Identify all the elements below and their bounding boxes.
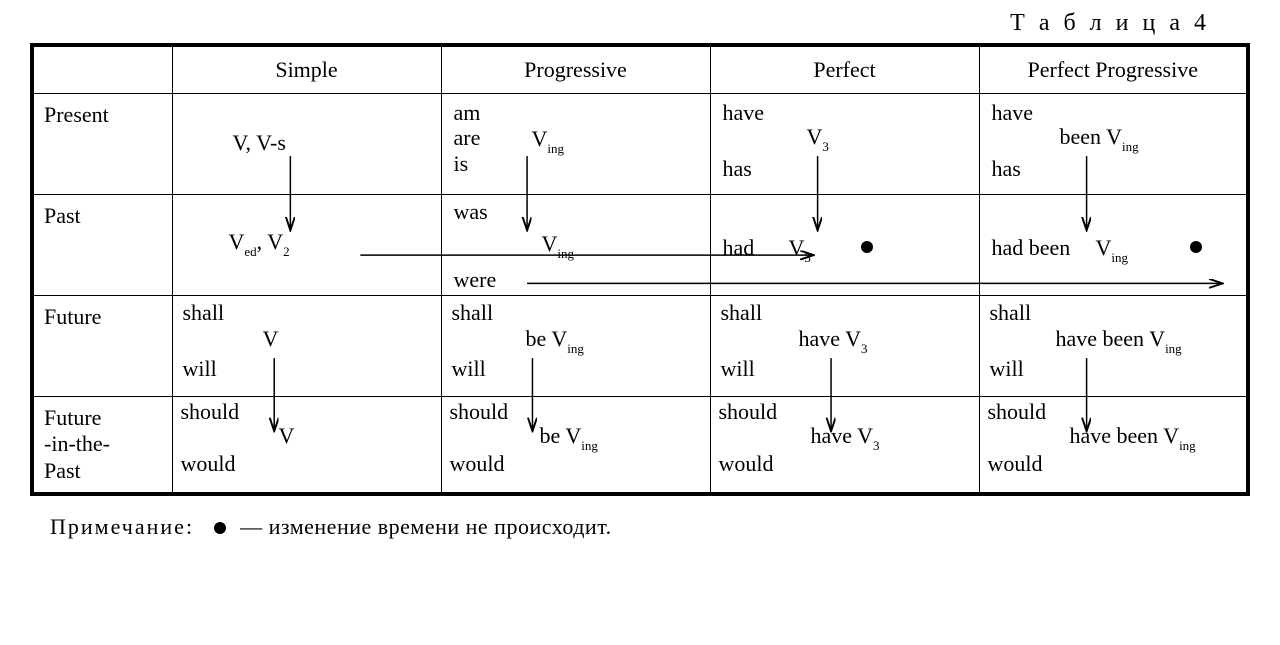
row-future: Future shall will V shall will be Ving s… (32, 296, 1248, 397)
aux: would (181, 451, 236, 476)
verb-form: V3 (789, 235, 811, 264)
aux: should (450, 399, 509, 424)
aux: has (992, 156, 1021, 181)
aux: had been (992, 235, 1071, 260)
aux: would (450, 451, 505, 476)
cell-present-simple: V, V-s (173, 94, 441, 194)
verb-form: Ving (532, 126, 565, 155)
row-present: Present V, V-s am are is Ving have has V… (32, 94, 1248, 195)
cell-present-perfprog: have has been Ving (980, 94, 1247, 194)
aux: will (183, 356, 217, 381)
header-row: Simple Progressive Perfect Perfect Progr… (32, 45, 1248, 94)
verb-form: V (279, 423, 295, 449)
cell-futurepast-perfprog: should would have been Ving (980, 397, 1247, 481)
aux: shall (183, 300, 225, 325)
footnote-label: Примечание: (50, 514, 194, 539)
aux: shall (721, 300, 763, 325)
rowlabel-past: Past (34, 195, 172, 237)
col-prog: Progressive (441, 45, 710, 94)
col-simple: Simple (172, 45, 441, 94)
verb-form: Ved, V2 (229, 229, 290, 258)
rowlabel-futurepast: Future -in-the- Past (34, 397, 172, 492)
verb-form: have been Ving (1056, 326, 1182, 355)
verb-form: be Ving (526, 326, 584, 355)
cell-future-prog: shall will be Ving (442, 296, 710, 396)
cell-futurepast-prog: should would be Ving (442, 397, 710, 481)
aux: would (988, 451, 1043, 476)
table-caption: Т а б л и ц а 4 (30, 10, 1250, 37)
verb-form: been Ving (1060, 124, 1139, 153)
verb-form: Ving (1096, 235, 1129, 264)
aux: will (721, 356, 755, 381)
verb-form: have been Ving (1070, 423, 1196, 452)
grammar-table: Simple Progressive Perfect Perfect Progr… (30, 43, 1250, 496)
header-blank (32, 45, 172, 94)
aux: will (990, 356, 1024, 381)
aux: will (452, 356, 486, 381)
cell-future-perfprog: shall will have been Ving (980, 296, 1247, 396)
aux: have (992, 100, 1034, 125)
cell-past-perfprog: had been Ving (980, 195, 1247, 295)
aux: shall (452, 300, 494, 325)
rowlabel-future: Future (34, 296, 172, 338)
verb-form: be Ving (540, 423, 598, 452)
verb-form: V, V-s (233, 130, 286, 156)
col-perf: Perfect (710, 45, 979, 94)
cell-futurepast-perf: should would have V3 (711, 397, 979, 481)
aux: shall (990, 300, 1032, 325)
aux: were (454, 267, 497, 292)
rowlabel-present: Present (34, 94, 172, 136)
cell-past-simple: Ved, V2 (173, 195, 441, 295)
cell-past-prog: was were Ving (442, 195, 710, 295)
aux: am are is (454, 100, 481, 176)
cell-present-prog: am are is Ving (442, 94, 710, 194)
bullet-icon (1190, 241, 1202, 253)
cell-future-perf: shall will have V3 (711, 296, 979, 396)
cell-future-simple: shall will V (173, 296, 441, 396)
verb-form: V3 (807, 124, 829, 153)
aux: should (988, 399, 1047, 424)
aux: would (719, 451, 774, 476)
bullet-icon (861, 241, 873, 253)
aux: has (723, 156, 752, 181)
verb-form: Ving (542, 231, 575, 260)
page: Т а б л и ц а 4 Simple Progressive Perfe… (0, 0, 1280, 540)
verb-form: have V3 (811, 423, 880, 452)
footnote-text: — изменение времени не происходит. (240, 514, 612, 539)
col-perfprog: Perfect Progressive (979, 45, 1248, 94)
cell-past-perf: had V3 (711, 195, 979, 295)
verb-form: have V3 (799, 326, 868, 355)
bullet-icon (214, 522, 226, 534)
aux: should (181, 399, 240, 424)
aux: was (454, 199, 488, 224)
footnote: Примечание: — изменение времени не проис… (30, 496, 1250, 540)
verb-form: V (263, 326, 279, 352)
cell-present-perf: have has V3 (711, 94, 979, 194)
aux: have (723, 100, 765, 125)
aux: should (719, 399, 778, 424)
row-futurepast: Future -in-the- Past should would V shou… (32, 397, 1248, 495)
row-past: Past Ved, V2 was were Ving had V3 had be… (32, 195, 1248, 296)
cell-futurepast-simple: should would V (173, 397, 441, 481)
aux: had (723, 235, 755, 260)
